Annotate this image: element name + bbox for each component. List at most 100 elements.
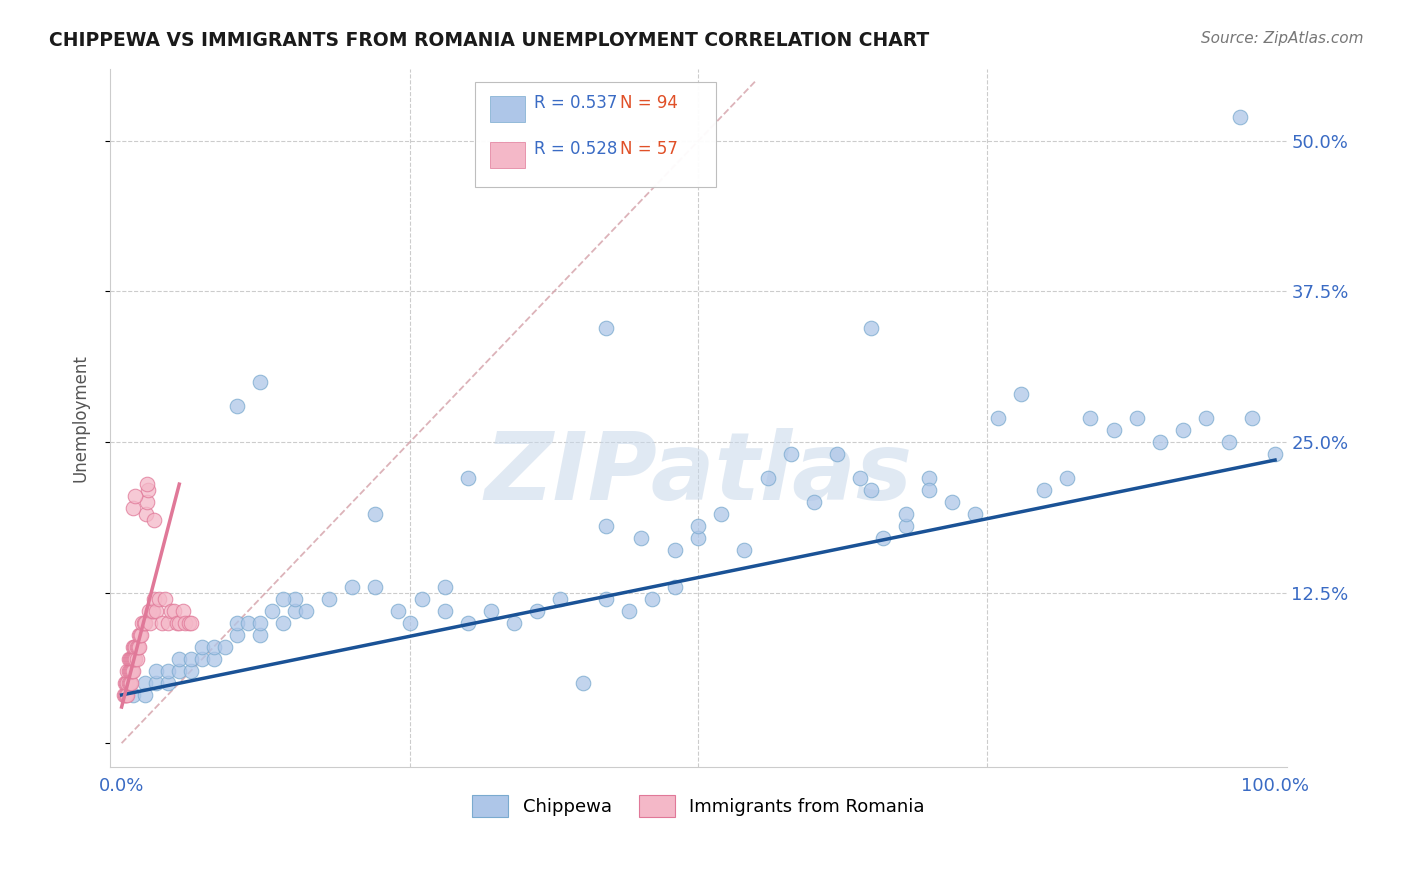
Point <box>387 604 409 618</box>
Point <box>572 676 595 690</box>
Point <box>191 640 214 654</box>
Point <box>156 615 179 630</box>
Point <box>1240 410 1263 425</box>
Point <box>150 615 173 630</box>
Text: ZIPatlas: ZIPatlas <box>484 428 912 520</box>
Point <box>318 591 340 606</box>
Point <box>132 615 155 630</box>
Point <box>202 640 225 654</box>
Point <box>238 615 260 630</box>
Point <box>1171 423 1194 437</box>
Point <box>1264 447 1286 461</box>
FancyBboxPatch shape <box>475 82 716 187</box>
Point <box>342 580 364 594</box>
Point <box>364 580 387 594</box>
Point <box>134 615 156 630</box>
Point <box>169 664 191 678</box>
Point <box>156 676 179 690</box>
Point <box>271 591 294 606</box>
Point <box>664 543 686 558</box>
Point <box>1149 434 1171 449</box>
Point <box>136 477 159 491</box>
Point <box>117 676 139 690</box>
Point <box>630 532 652 546</box>
Point <box>112 688 135 702</box>
Point <box>526 604 548 618</box>
Point <box>120 652 142 666</box>
Point <box>191 652 214 666</box>
Point <box>1102 423 1125 437</box>
Point <box>124 652 146 666</box>
Bar <box>491 95 526 122</box>
Point <box>148 591 170 606</box>
Point <box>122 501 145 516</box>
Point <box>1080 410 1102 425</box>
Point <box>115 676 138 690</box>
Point <box>941 495 963 509</box>
Point <box>117 688 139 702</box>
Y-axis label: Unemployment: Unemployment <box>72 354 89 482</box>
Point <box>849 471 872 485</box>
Point <box>139 615 162 630</box>
Point <box>160 604 183 618</box>
Point <box>136 495 159 509</box>
Point <box>1056 471 1078 485</box>
Point <box>433 580 456 594</box>
Point <box>129 628 152 642</box>
Point <box>122 688 145 702</box>
Text: N = 57: N = 57 <box>620 140 678 158</box>
Point <box>548 591 571 606</box>
Point <box>271 615 294 630</box>
Point <box>202 652 225 666</box>
Point <box>457 471 479 485</box>
Point <box>122 664 145 678</box>
Point <box>127 640 149 654</box>
Point <box>122 652 145 666</box>
Point <box>121 652 143 666</box>
Point <box>156 664 179 678</box>
Point <box>117 676 139 690</box>
Point <box>136 483 159 498</box>
Point <box>411 591 433 606</box>
Point <box>249 628 271 642</box>
Point <box>118 664 141 678</box>
Point <box>825 447 848 461</box>
Point <box>180 664 202 678</box>
Point <box>145 604 167 618</box>
Point <box>169 652 191 666</box>
Point <box>284 591 307 606</box>
Point <box>987 410 1010 425</box>
Point <box>174 615 197 630</box>
Point <box>756 471 779 485</box>
Point <box>617 604 640 618</box>
Point <box>479 604 502 618</box>
Point <box>641 591 664 606</box>
Point <box>125 652 148 666</box>
Point <box>166 615 188 630</box>
Point <box>145 676 167 690</box>
Point <box>172 604 194 618</box>
Point <box>128 640 150 654</box>
Text: CHIPPEWA VS IMMIGRANTS FROM ROMANIA UNEMPLOYMENT CORRELATION CHART: CHIPPEWA VS IMMIGRANTS FROM ROMANIA UNEM… <box>49 31 929 50</box>
Point <box>1010 386 1032 401</box>
Point <box>114 676 136 690</box>
Point <box>1218 434 1240 449</box>
Point <box>779 447 801 461</box>
Point <box>124 640 146 654</box>
Point <box>118 676 141 690</box>
Point <box>122 640 145 654</box>
Point <box>124 640 146 654</box>
Point <box>284 604 307 618</box>
Point <box>118 652 141 666</box>
Point <box>457 615 479 630</box>
Point <box>710 508 733 522</box>
Point <box>142 604 165 618</box>
Point <box>120 664 142 678</box>
Point <box>688 519 710 533</box>
Point <box>249 375 271 389</box>
Point <box>120 676 142 690</box>
Text: R = 0.528: R = 0.528 <box>534 140 617 158</box>
Point <box>145 664 167 678</box>
Point <box>1229 110 1251 124</box>
Point <box>595 591 617 606</box>
